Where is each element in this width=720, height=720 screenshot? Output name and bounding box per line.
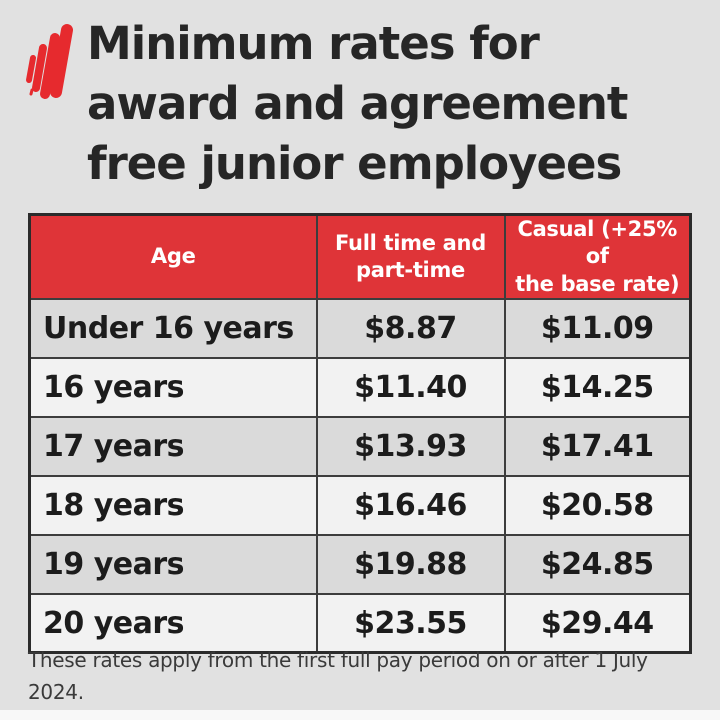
table-row-under-16: Under 16 years $8.87 $11.09 [28, 297, 692, 359]
casual-cell: $29.44 [503, 592, 692, 654]
age-cell: 19 years [28, 533, 318, 595]
age-cell: 16 years [28, 356, 318, 418]
column-header-casual-line-2: the base rate) [515, 271, 680, 296]
table-row-17-years: 17 years $13.93 $17.41 [28, 415, 692, 477]
full-time-cell: $19.88 [315, 533, 506, 595]
column-header-casual: Casual (+25% of the base rate) [503, 213, 692, 300]
page-title-line-3: free junior employees [87, 137, 622, 190]
column-header-casual-line-1: Casual (+25% of [517, 217, 678, 269]
casual-cell: $14.25 [503, 356, 692, 418]
table-row-16-years: 16 years $11.40 $14.25 [28, 356, 692, 418]
full-time-cell: $16.46 [315, 474, 506, 536]
age-cell: Under 16 years [28, 297, 318, 359]
table-row-19-years: 19 years $19.88 $24.85 [28, 533, 692, 595]
age-cell: 17 years [28, 415, 318, 477]
bottom-strip [0, 710, 720, 720]
full-time-cell: $13.93 [315, 415, 506, 477]
sbs-logo-icon [26, 24, 73, 99]
table-row-18-years: 18 years $16.46 $20.58 [28, 474, 692, 536]
full-time-cell: $8.87 [315, 297, 506, 359]
footnotes: These rates apply from the first full pa… [28, 644, 708, 720]
page-title: Minimum rates for award and agreement fr… [87, 14, 707, 194]
column-header-age-label: Age [150, 244, 196, 269]
column-header-age: Age [28, 213, 318, 300]
casual-cell: $17.41 [503, 415, 692, 477]
casual-cell: $24.85 [503, 533, 692, 595]
age-cell: 20 years [28, 592, 318, 654]
casual-cell: $20.58 [503, 474, 692, 536]
casual-cell: $11.09 [503, 297, 692, 359]
full-time-cell: $11.40 [315, 356, 506, 418]
column-header-full-time: Full time and part-time [315, 213, 506, 300]
apply-date-note: These rates apply from the first full pa… [28, 648, 648, 704]
table-row-20-years: 20 years $23.55 $29.44 [28, 592, 692, 654]
age-cell: 18 years [28, 474, 318, 536]
page-title-line-2: award and agreement [87, 77, 628, 130]
page-title-line-1: Minimum rates for [87, 17, 540, 70]
column-header-full-time-line-1: Full time and [335, 230, 486, 255]
column-header-full-time-line-2: part-time [356, 257, 465, 282]
full-time-cell: $23.55 [315, 592, 506, 654]
table-header-row: Age Full time and part-time Casual (+25%… [28, 213, 692, 300]
rates-table: Age Full time and part-time Casual (+25%… [28, 213, 692, 655]
